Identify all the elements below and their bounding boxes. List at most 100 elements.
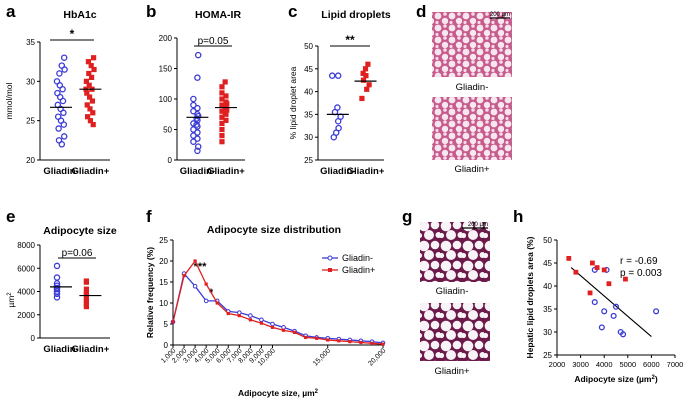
panel-a-point-gliadin-minus	[60, 54, 68, 61]
panel-letter-f: f	[146, 207, 152, 226]
panel-f-point-gliadin-plus	[304, 335, 308, 340]
panel-h-xtick-label: 3000	[572, 360, 589, 369]
panel-f-ytick-label: 10	[159, 299, 168, 308]
panel-h-ytick-label: 50	[543, 236, 552, 245]
panel-f-point-gliadin-plus	[281, 328, 286, 332]
panel-letter-e: e	[6, 207, 15, 226]
panel-b-point-gliadin-plus	[219, 133, 225, 139]
panel-a-point-gliadin-minus	[60, 133, 68, 140]
panel-b-point-gliadin-plus	[219, 114, 225, 120]
panel-c-sig: **	[345, 33, 355, 47]
panel-f-xtick-label: 20,000	[367, 347, 387, 367]
panel-c-point-gliadin-plus	[359, 95, 365, 102]
panel-f-point-gliadin-plus	[226, 311, 230, 316]
panel-h-point-gliadin-minus	[612, 303, 620, 310]
panel-f-point-gliadin-plus	[204, 282, 208, 286]
panel-f-point-gliadin-plus	[292, 330, 297, 334]
panel-letter-a: a	[6, 2, 16, 21]
panel-e-ytick-label: 0	[31, 334, 36, 343]
panel-f-xtick-label: 15,000	[312, 347, 332, 367]
panel-b-category-label: Gliadin-	[180, 166, 215, 177]
panel-f-ytick-label: 15	[159, 278, 168, 287]
panel-b-point-gliadin-plus	[219, 108, 225, 114]
panel-a-ytick-label: 20	[26, 156, 35, 165]
panel-c-ytick-label: 25	[304, 156, 313, 165]
panel-h-point-gliadin-plus	[566, 256, 572, 261]
panel-e-point-gliadin-minus	[53, 262, 61, 270]
panel-h-xtick-label: 6000	[643, 360, 660, 369]
panel-e-point-gliadin-plus	[83, 298, 89, 304]
panel-a-category-label: Gliadin-	[43, 166, 78, 177]
panel-f-ytick-label: 0	[164, 341, 169, 350]
panel-b-point-gliadin-plus	[219, 84, 225, 90]
panel-a-point-gliadin-minus	[61, 66, 68, 73]
panel-c-point-gliadin-minus	[328, 72, 336, 79]
panel-h-point-gliadin-plus	[601, 267, 607, 273]
panel-c-point-gliadin-plus	[360, 70, 366, 76]
panel-letter-d: d	[416, 2, 426, 21]
panel-b-point-gliadin-plus	[219, 139, 225, 145]
panel-f-point-gliadin-plus	[348, 340, 352, 344]
panel-f-point-gliadin-minus	[270, 321, 275, 327]
panel-b-point-gliadin-plus	[223, 117, 229, 123]
panel-e-sig: p=0.06	[62, 248, 93, 259]
panel-f-ytick-label: 25	[159, 236, 168, 245]
panel-h-ylabel: Hepatic lipid droplets area (%)	[525, 236, 535, 358]
panel-g-image-gliadin-minus	[420, 222, 490, 282]
panel-d-image-gliadin-minus	[432, 12, 512, 77]
panel-f-point-gliadin-minus	[248, 313, 253, 318]
panel-a-point-gliadin-plus	[85, 114, 91, 120]
panel-c-point-gliadin-plus	[366, 82, 372, 88]
panel-a-point-gliadin-plus	[87, 118, 93, 124]
panel-f-point-gliadin-minus	[237, 310, 242, 315]
panel-d-caption-plus: Gliadin+	[454, 164, 490, 175]
panel-h-point-gliadin-minus	[601, 308, 608, 315]
panel-h-p: p = 0.003	[620, 268, 662, 279]
panel-a-point-gliadin-plus	[89, 98, 95, 104]
panel-a-point-gliadin-minus	[59, 85, 66, 93]
panel-c-point-gliadin-plus	[360, 77, 367, 83]
panel-a-ytick-label: 30	[26, 77, 35, 86]
panel-letter-b: b	[146, 2, 156, 21]
panel-a-point-gliadin-plus	[87, 94, 93, 100]
panel-b-ytick-label: 0	[168, 156, 173, 165]
panel-h-point-gliadin-plus	[573, 269, 579, 275]
panel-b-point-gliadin-minus	[194, 147, 201, 155]
panel-c-ytick-label: 35	[304, 110, 313, 119]
panel-a-category-label: Gliadin+	[72, 166, 110, 177]
panel-a-sig: *	[70, 27, 75, 41]
panel-a-point-gliadin-plus	[91, 55, 97, 61]
panel-e-title: Adipocyte size	[43, 225, 117, 237]
panel-f-line-gliadin-minus	[172, 272, 384, 344]
panel-b-point-gliadin-plus	[223, 93, 229, 99]
panel-b-point-gliadin-minus	[194, 129, 201, 136]
panel-a-point-gliadin-minus	[55, 125, 62, 132]
panel-a-title: HbA1c	[63, 9, 96, 21]
panel-a-ylabel: mmol/mol	[4, 82, 14, 119]
panel-b-ytick-label: 50	[163, 126, 172, 135]
panel-c-point-gliadin-plus	[364, 86, 370, 92]
panel-h-point-gliadin-minus	[620, 331, 627, 338]
panel-h-point-gliadin-plus	[587, 290, 593, 296]
panel-f-ytick-label: 20	[159, 257, 168, 266]
panel-h-point-gliadin-minus	[610, 312, 617, 319]
panel-a-point-gliadin-minus	[59, 97, 67, 105]
panel-b-point-gliadin-minus	[194, 74, 201, 81]
panel-e-point-gliadin-minus	[53, 290, 61, 298]
panel-letter-c: c	[288, 2, 297, 21]
panel-f-point-gliadin-minus	[281, 325, 286, 330]
panel-c-title: Lipid droplets	[321, 9, 391, 21]
panel-h-point-gliadin-minus	[653, 308, 660, 315]
panel-h-ytick-label: 40	[543, 282, 552, 291]
panel-c-category-label: Gliadin+	[347, 166, 385, 177]
panel-h-point-gliadin-minus	[598, 324, 605, 331]
panel-a-point-gliadin-minus	[60, 109, 67, 117]
panel-b-point-gliadin-minus	[194, 123, 201, 130]
panel-f-point-gliadin-plus	[359, 340, 363, 345]
panel-f-point-gliadin-plus	[381, 342, 385, 346]
panel-f-point-gliadin-plus	[182, 274, 186, 278]
panel-b-point-gliadin-plus	[219, 102, 225, 108]
panel-b-point-gliadin-plus	[223, 111, 229, 117]
panel-h-ytick-label: 45	[543, 259, 552, 268]
panel-e-category-label: Gliadin-	[43, 344, 78, 355]
